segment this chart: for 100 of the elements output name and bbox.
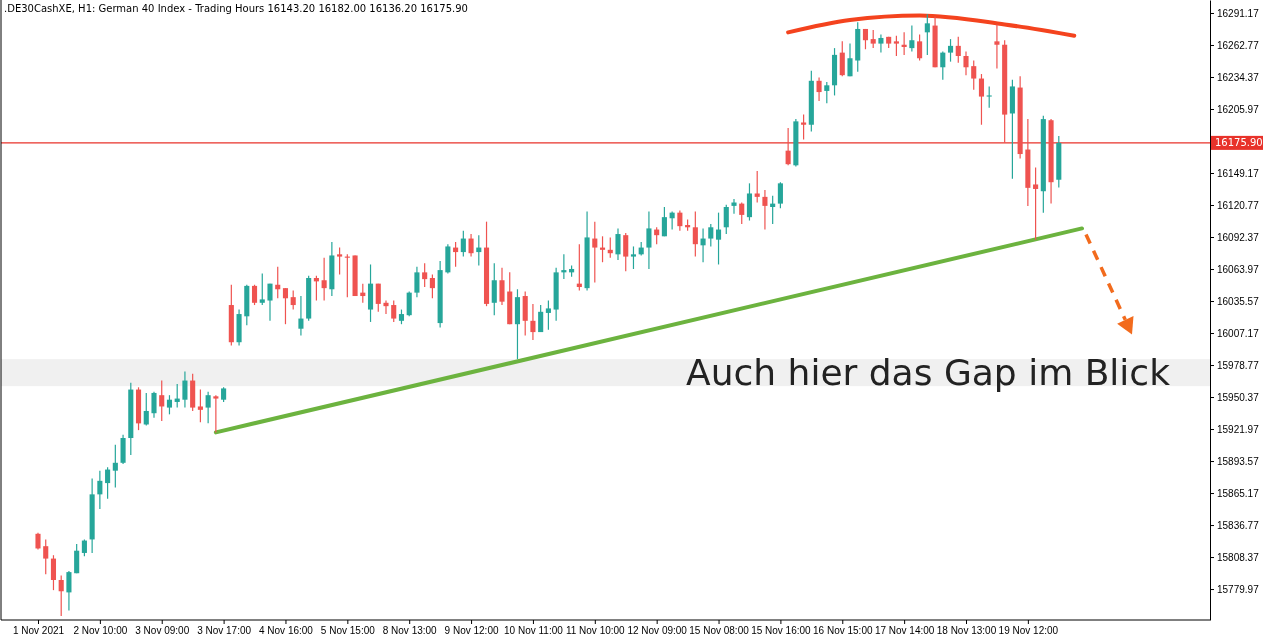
candlestick bbox=[692, 210, 698, 258]
y-tick-label: 15978.77 bbox=[1217, 359, 1260, 371]
candlestick bbox=[940, 50, 946, 81]
candlestick bbox=[259, 272, 265, 306]
candlestick bbox=[839, 40, 845, 77]
candlestick bbox=[762, 189, 768, 231]
candlestick bbox=[213, 394, 219, 433]
x-tick-label: 9 Nov 12:00 bbox=[444, 625, 499, 637]
candlestick bbox=[151, 391, 157, 419]
y-tick-label: 16149.17 bbox=[1217, 167, 1260, 179]
candlestick bbox=[321, 257, 327, 302]
candlestick bbox=[337, 246, 343, 276]
candlestick bbox=[545, 299, 551, 331]
candlestick bbox=[955, 36, 961, 64]
candlestick bbox=[105, 466, 111, 500]
candlestick bbox=[816, 76, 822, 102]
candlestick bbox=[205, 391, 211, 424]
y-tick-label: 16120.77 bbox=[1217, 199, 1260, 211]
y-tick-label: 16092.37 bbox=[1217, 231, 1260, 243]
candlestick bbox=[290, 289, 296, 311]
y-tick-label: 15836.77 bbox=[1217, 519, 1260, 531]
candlestick bbox=[715, 212, 722, 266]
candlestick bbox=[924, 13, 930, 56]
candlestick bbox=[777, 181, 783, 209]
x-tick-label: 16 Nov 15:00 bbox=[813, 625, 873, 637]
y-tick-label: 15950.37 bbox=[1217, 391, 1260, 403]
candlestick bbox=[917, 33, 923, 62]
x-tick-label: 8 Nov 13:00 bbox=[382, 625, 438, 637]
x-tick-label: 4 Nov 16:00 bbox=[259, 625, 314, 637]
y-tick-label: 16205.97 bbox=[1217, 103, 1260, 115]
candlestick bbox=[491, 262, 497, 316]
y-tick-label: 15921.97 bbox=[1217, 423, 1260, 435]
candlestick bbox=[391, 299, 397, 323]
candlestick bbox=[870, 29, 876, 49]
candlestick bbox=[383, 299, 389, 315]
x-tick-label: 11 Nov 10:00 bbox=[565, 625, 626, 637]
y-tick-label: 15779.97 bbox=[1217, 583, 1260, 595]
candlestick bbox=[460, 230, 466, 258]
candlestick bbox=[530, 303, 536, 341]
candlestick bbox=[986, 85, 992, 109]
candlestick bbox=[731, 198, 737, 215]
candlestick bbox=[947, 38, 954, 63]
candlestick bbox=[182, 370, 188, 409]
y-tick-label: 16007.17 bbox=[1217, 327, 1260, 339]
y-tick-label: 16291.17 bbox=[1217, 7, 1260, 19]
candlestick bbox=[801, 114, 807, 140]
y-tick-label: 15808.37 bbox=[1217, 551, 1260, 563]
candlestick bbox=[592, 221, 598, 284]
candlestick bbox=[159, 379, 165, 422]
candlestick bbox=[97, 470, 103, 510]
candlestick bbox=[197, 388, 203, 423]
x-tick-label: 19 Nov 12:00 bbox=[998, 625, 1059, 637]
x-tick-label: 1 Nov 2021 bbox=[12, 625, 65, 637]
candlestick bbox=[406, 290, 412, 317]
candlestick bbox=[971, 59, 977, 91]
candlestick bbox=[375, 283, 381, 313]
chart-title: .DE30CashXE, H1: German 40 Index - Trading Hours 16143.20 16182.00 16136.20 16175.90 bbox=[4, 3, 468, 14]
y-tick-label: 16262.77 bbox=[1217, 39, 1260, 51]
candlestick bbox=[112, 444, 118, 489]
candlestick bbox=[746, 182, 753, 222]
candlestick bbox=[143, 392, 149, 427]
x-tick-label: 2 Nov 10:00 bbox=[73, 625, 128, 637]
candlestick bbox=[630, 245, 637, 270]
candlestick bbox=[978, 73, 985, 126]
candlestick bbox=[615, 227, 621, 261]
x-tick-label: 15 Nov 08:00 bbox=[689, 625, 750, 637]
candlestick bbox=[963, 50, 969, 76]
candlestick bbox=[623, 232, 629, 272]
y-tick-label: 16234.37 bbox=[1217, 71, 1260, 83]
candlestick bbox=[251, 284, 258, 306]
candlestick bbox=[878, 33, 884, 54]
candlestick bbox=[646, 210, 652, 270]
y-tick-label: 16035.57 bbox=[1217, 295, 1260, 307]
candlestick bbox=[1033, 166, 1039, 241]
candlestick bbox=[739, 201, 745, 225]
candlestick bbox=[994, 23, 1000, 69]
x-tick-label: 3 Nov 17:00 bbox=[197, 625, 252, 637]
candlestick bbox=[499, 267, 505, 306]
candlestick bbox=[50, 554, 57, 591]
candlestick bbox=[166, 394, 173, 415]
candlestick bbox=[422, 262, 428, 288]
candlestick bbox=[414, 266, 420, 298]
x-tick-label: 10 Nov 11:00 bbox=[504, 625, 564, 637]
candlestick bbox=[282, 287, 289, 325]
candlestick bbox=[468, 233, 474, 258]
candlestick bbox=[847, 43, 853, 77]
y-tick-label: 16063.97 bbox=[1217, 263, 1260, 275]
candlestick bbox=[909, 24, 915, 53]
candlestick bbox=[298, 295, 304, 337]
x-tick-label: 5 Nov 15:00 bbox=[320, 625, 376, 637]
x-tick-label: 15 Nov 16:00 bbox=[751, 625, 812, 637]
candlestick bbox=[58, 574, 64, 617]
y-tick-label: 15865.17 bbox=[1217, 487, 1260, 499]
band-label: Auch hier das Gap im Blick bbox=[686, 352, 1171, 394]
candlestick bbox=[43, 538, 49, 575]
x-tick-label: 12 Nov 09:00 bbox=[627, 625, 688, 637]
candlestick bbox=[538, 304, 544, 333]
candlestick bbox=[267, 283, 273, 322]
candlestick bbox=[661, 206, 667, 237]
line-series bbox=[786, 13, 1077, 38]
